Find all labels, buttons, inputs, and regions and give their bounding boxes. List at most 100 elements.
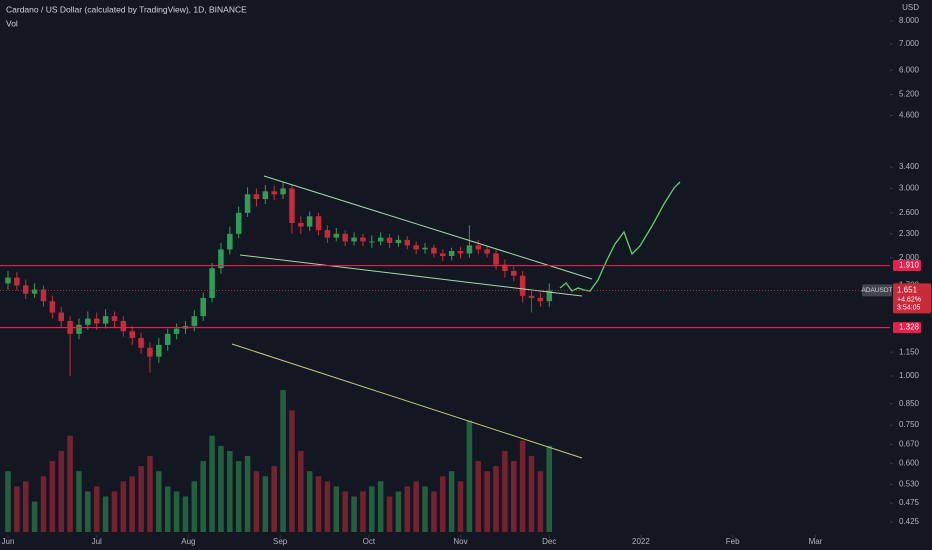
candle-body [173, 328, 180, 334]
volume-label: Vol [6, 18, 18, 28]
volume-bar [218, 445, 224, 532]
candle-body [200, 297, 206, 317]
volume-bar [289, 410, 295, 532]
volume-bar [360, 491, 366, 532]
candle-body [271, 191, 277, 195]
candle-body [457, 250, 464, 254]
y-tick-label: 0.530 [899, 479, 920, 488]
volume-bar [262, 476, 269, 532]
candle-body [342, 233, 348, 242]
candle-body [333, 233, 340, 238]
candle-body [14, 277, 20, 286]
volume-bar [120, 481, 127, 532]
volume-bar [448, 471, 455, 532]
volume-bar [58, 450, 64, 532]
volume-bar [76, 471, 82, 532]
candle-body [156, 344, 162, 357]
volume-bar [138, 466, 144, 532]
volume-bar [111, 491, 118, 532]
volume-bar [519, 440, 526, 532]
volume-bar [49, 461, 56, 532]
x-tick-label: Aug [181, 537, 195, 546]
candle-body [129, 331, 135, 338]
candle-body [369, 241, 375, 243]
candle-body [351, 237, 357, 242]
price-line-label: 1.910 [899, 261, 920, 270]
price-line-label: 1.328 [899, 323, 920, 332]
y-tick-label: 1.000 [899, 371, 920, 380]
candle-body [537, 297, 544, 302]
candle-body [58, 312, 64, 322]
candle-body [280, 188, 286, 195]
candle-body [93, 318, 100, 324]
volume-bar [306, 471, 313, 532]
volume-bar [342, 491, 348, 532]
candle-body [235, 212, 242, 234]
price-line-tag [893, 260, 921, 272]
candle-body [164, 333, 171, 345]
y-tick-label: 0.600 [899, 458, 920, 467]
candle-body [120, 321, 127, 332]
candle-body [298, 223, 304, 227]
y-tick-label: 2.000 [899, 253, 920, 262]
volume-bar [440, 476, 446, 532]
symbol-label: ADAUSDT [861, 287, 892, 294]
volume-bar [484, 471, 490, 532]
y-tick-label: 3.000 [899, 184, 920, 193]
volume-bar [40, 476, 47, 532]
volume-bar [369, 486, 375, 532]
y-tick-label: 2.300 [899, 229, 920, 238]
volume-bar [493, 466, 499, 532]
last-price-change: +4.62% [897, 296, 921, 303]
trendline [263, 175, 593, 280]
x-tick-label: Mar [809, 537, 823, 546]
y-tick-label: 7.000 [899, 39, 920, 48]
volume-bar [209, 435, 215, 532]
volume-bar [315, 476, 322, 532]
candle-body [306, 216, 313, 227]
last-price-label: 1.651 [897, 286, 918, 295]
x-tick-label: Jul [92, 537, 102, 546]
candle-body [466, 245, 473, 254]
volume-bar [422, 486, 428, 532]
volume-bar [102, 496, 109, 532]
volume-bar [466, 420, 473, 532]
x-tick-label: Dec [542, 537, 556, 546]
candle-body [377, 237, 384, 242]
candle-body [289, 188, 295, 224]
y-tick-label: 3.400 [899, 162, 920, 171]
y-tick-label: 0.425 [899, 517, 920, 526]
candle-body [209, 268, 215, 298]
volume-bar [14, 486, 20, 532]
x-tick-label: Jun [2, 537, 15, 546]
candle-body [413, 245, 419, 250]
volume-bar [227, 450, 233, 532]
candle-body [227, 233, 233, 250]
candle-body [440, 253, 446, 256]
x-tick-label: Oct [363, 537, 376, 546]
candle-body [218, 249, 224, 269]
y-tick-label: 2.600 [899, 208, 920, 217]
candle-body [360, 237, 366, 242]
x-tick-label: Nov [453, 537, 467, 546]
volume-bar [93, 486, 100, 532]
volume-bar [5, 471, 11, 532]
volume-bar [191, 481, 198, 532]
x-tick-label: Feb [726, 537, 740, 546]
candle-body [422, 247, 428, 250]
candle-body [102, 316, 109, 324]
last-price-countdown: 3:54:05 [897, 304, 920, 311]
candle-body [191, 316, 198, 327]
symbol-tag [862, 284, 892, 297]
volume-bar [164, 486, 171, 532]
trendline [239, 254, 583, 297]
candle-body [324, 230, 331, 238]
y-tick-label: 6.000 [899, 65, 920, 74]
candle-body [502, 264, 508, 271]
y-tick-label: 8.000 [899, 16, 920, 25]
y-tick-label: 0.670 [899, 439, 920, 448]
candle-body [49, 301, 56, 313]
volume-bar [404, 486, 411, 532]
candle-body [40, 289, 47, 302]
